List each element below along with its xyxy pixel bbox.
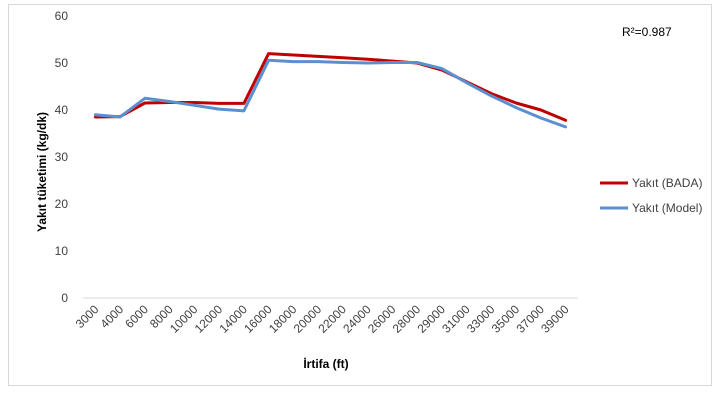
legend-label-model: Yakıt (Model) (632, 201, 702, 215)
y-tick-label: 30 (55, 150, 69, 164)
legend-item-model: Yakıt (Model) (600, 201, 702, 215)
y-axis-ticks: 0 10 20 30 40 50 60 (55, 9, 69, 305)
x-axis-ticks: 3000400060008000100001200014000160001800… (73, 302, 572, 336)
x-tick-label: 4000 (97, 302, 126, 331)
y-axis-title: Yakıt tüketimi (kg/dk) (35, 112, 49, 232)
series-lines (93, 52, 568, 129)
x-tick-label: 3000 (73, 302, 102, 331)
x-tick-label: 6000 (122, 302, 151, 331)
y-tick-label: 20 (55, 197, 69, 211)
y-tick-label: 60 (55, 9, 69, 23)
chart-frame (8, 4, 712, 386)
legend: Yakıt (BADA) Yakıt (Model) (600, 176, 702, 215)
legend-item-bada: Yakıt (BADA) (600, 176, 702, 190)
series-line-bada (93, 52, 568, 122)
x-tick-label: 39000 (538, 302, 572, 336)
y-tick-label: 50 (55, 56, 69, 70)
y-tick-label: 40 (55, 103, 69, 117)
y-tick-label: 0 (61, 291, 68, 305)
y-tick-label: 10 (55, 244, 69, 258)
series-line-model (93, 58, 568, 129)
legend-label-bada: Yakıt (BADA) (632, 176, 702, 190)
x-axis-title: İrtifa (ft) (303, 356, 348, 371)
r-squared-annotation: R²=0.987 (622, 25, 672, 39)
